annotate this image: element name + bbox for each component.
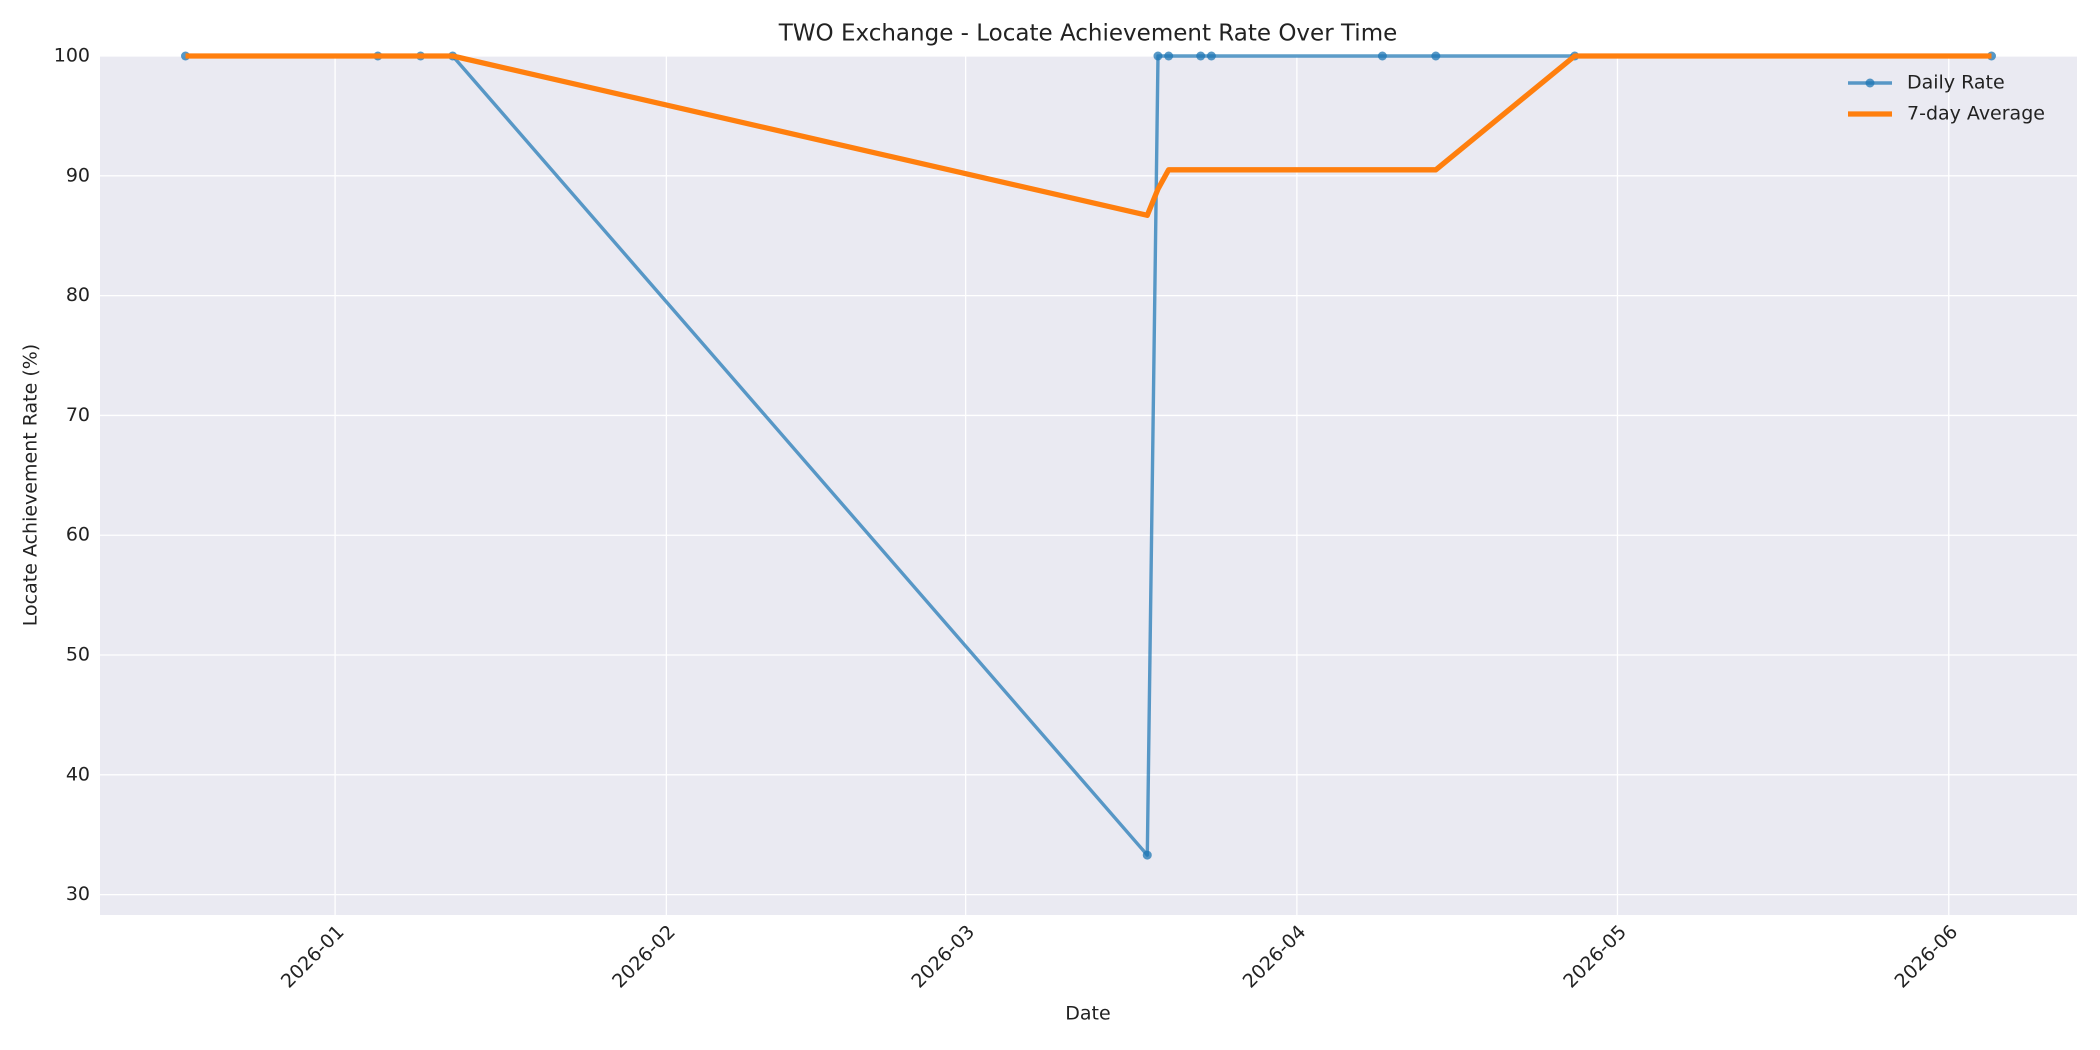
data-point (1196, 51, 1206, 61)
data-point (1142, 850, 1152, 860)
y-tick-label: 80 (66, 284, 90, 306)
y-tick-label: 90 (66, 164, 90, 186)
x-tick-label: 2026-04 (1239, 921, 1311, 993)
x-tick-label: 2026-06 (1890, 921, 1962, 993)
y-tick-label: 100 (54, 45, 90, 67)
legend-marker (1865, 78, 1875, 88)
x-tick-label: 2026-01 (277, 921, 349, 993)
data-point (1431, 51, 1441, 61)
data-point (1206, 51, 1216, 61)
y-axis-label: Locate Achievement Rate (%) (20, 344, 42, 626)
x-tick-label: 2026-02 (608, 921, 680, 993)
series-line (185, 53, 1992, 218)
y-tick-label: 50 (66, 644, 90, 666)
y-tick-label: 60 (66, 524, 90, 546)
data-point (1377, 51, 1387, 61)
x-tick-label: 2026-03 (907, 921, 979, 993)
x-axis-label: Date (1065, 1003, 1110, 1025)
legend-label: Daily Rate (1907, 72, 2005, 94)
data-point (1153, 51, 1163, 61)
y-tick-label: 30 (66, 883, 90, 905)
x-tick-label: 2026-05 (1559, 921, 1631, 993)
data-point (1164, 51, 1174, 61)
legend-label: 7-day Average (1907, 103, 2045, 125)
y-tick-label: 40 (66, 763, 90, 785)
y-tick-label: 70 (66, 404, 90, 426)
chart-title: TWO Exchange - Locate Achievement Rate O… (778, 21, 1398, 47)
